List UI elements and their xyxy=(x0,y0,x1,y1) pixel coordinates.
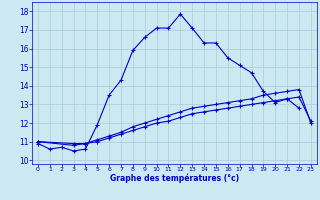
X-axis label: Graphe des températures (°c): Graphe des températures (°c) xyxy=(110,174,239,183)
